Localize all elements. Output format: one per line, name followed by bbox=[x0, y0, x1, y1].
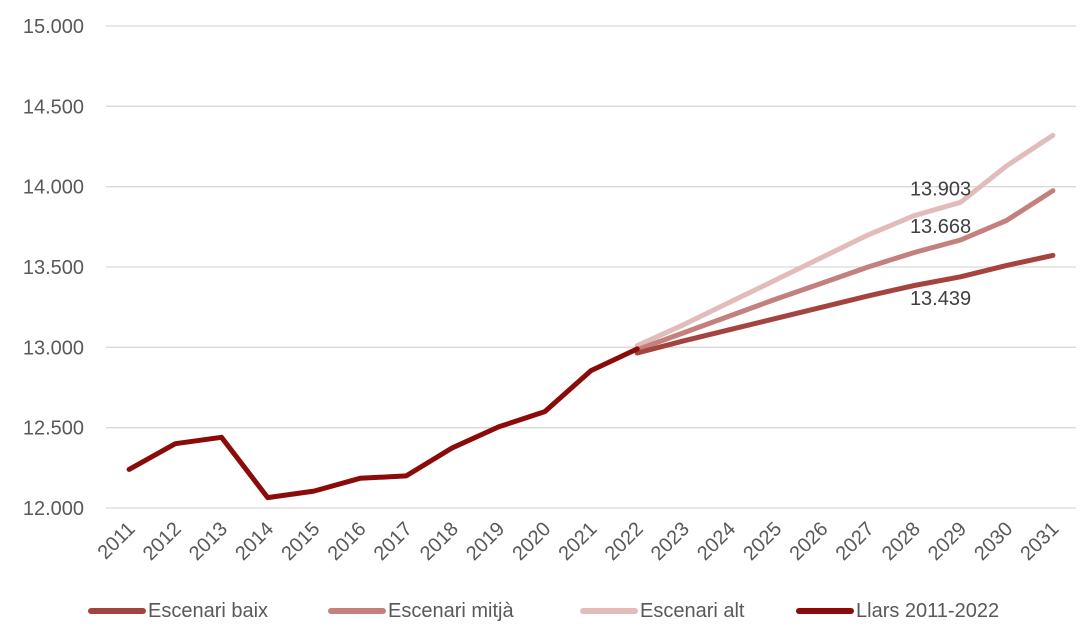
series-line-escenari-mitj- bbox=[634, 188, 1056, 353]
y-axis-tick-labels: 12.000 12.500 13.000 13.500 14.000 14.500 15.0… bbox=[23, 16, 84, 520]
y-tick-label: 13.500 bbox=[23, 257, 84, 279]
x-tick-label: 2026 bbox=[785, 518, 832, 565]
legend: Escenari baix Escenari mitjà Escenari alt L… bbox=[0, 596, 1084, 626]
x-tick-label: 2014 bbox=[231, 518, 278, 565]
x-tick-label: 2031 bbox=[1016, 518, 1063, 565]
legend-label: Escenari baix bbox=[148, 599, 269, 622]
legend-swatch bbox=[88, 608, 146, 614]
legend-item: Escenari alt bbox=[580, 596, 745, 626]
legend-label: Llars 2011-2022 bbox=[856, 599, 1000, 622]
y-tick-label: 12.000 bbox=[23, 498, 84, 520]
data-label: 13.668 bbox=[910, 216, 971, 238]
x-tick-label: 2028 bbox=[878, 518, 925, 565]
x-tick-label: 2018 bbox=[416, 518, 463, 565]
x-tick-label: 2016 bbox=[324, 518, 371, 565]
legend-item: Llars 2011-2022 bbox=[796, 596, 999, 626]
x-tick-label: 2025 bbox=[739, 518, 786, 565]
x-tick-label: 2020 bbox=[508, 518, 555, 565]
x-tick-label: 2012 bbox=[139, 518, 186, 565]
legend-item: Escenari baix bbox=[88, 596, 268, 626]
legend-swatch bbox=[580, 608, 638, 614]
legend-swatch bbox=[796, 608, 854, 614]
series-lines bbox=[126, 132, 1056, 501]
x-tick-label: 2021 bbox=[555, 518, 602, 565]
legend-swatch bbox=[328, 608, 386, 614]
data-label: 13.439 bbox=[910, 288, 971, 310]
y-tick-label: 14.000 bbox=[23, 177, 84, 199]
legend-label: Escenari mitjà bbox=[388, 599, 514, 622]
data-labels: 13.903 13.668 13.439 bbox=[910, 178, 971, 310]
x-tick-label: 2011 bbox=[94, 518, 140, 564]
series-line-escenari-alt bbox=[634, 132, 1056, 349]
x-tick-label: 2030 bbox=[970, 518, 1017, 565]
gridlines bbox=[106, 25, 1076, 509]
x-tick-label: 2023 bbox=[647, 518, 694, 565]
series-line-escenari-baix bbox=[634, 252, 1056, 356]
x-tick-label: 2022 bbox=[601, 518, 648, 565]
y-tick-label: 12.500 bbox=[23, 418, 84, 440]
legend-item: Escenari mitjà bbox=[328, 596, 514, 626]
data-label: 13.903 bbox=[910, 178, 971, 200]
x-tick-label: 2029 bbox=[924, 518, 971, 565]
series-line-llars-2011-2022 bbox=[126, 346, 640, 501]
x-tick-label: 2019 bbox=[462, 518, 509, 565]
x-tick-label: 2017 bbox=[370, 518, 417, 565]
x-tick-label: 2015 bbox=[277, 518, 324, 565]
x-tick-label: 2027 bbox=[832, 518, 879, 565]
x-axis-tick-labels: 2011 2012 2013 2014 2015 2016 2017 2018 2019 2020… bbox=[94, 518, 1064, 565]
legend-label: Escenari alt bbox=[640, 599, 745, 622]
x-tick-label: 2013 bbox=[185, 518, 232, 565]
y-tick-label: 15.000 bbox=[23, 16, 84, 38]
y-tick-label: 13.000 bbox=[23, 337, 84, 359]
x-tick-label: 2024 bbox=[693, 518, 740, 565]
y-tick-label: 14.500 bbox=[23, 96, 84, 118]
